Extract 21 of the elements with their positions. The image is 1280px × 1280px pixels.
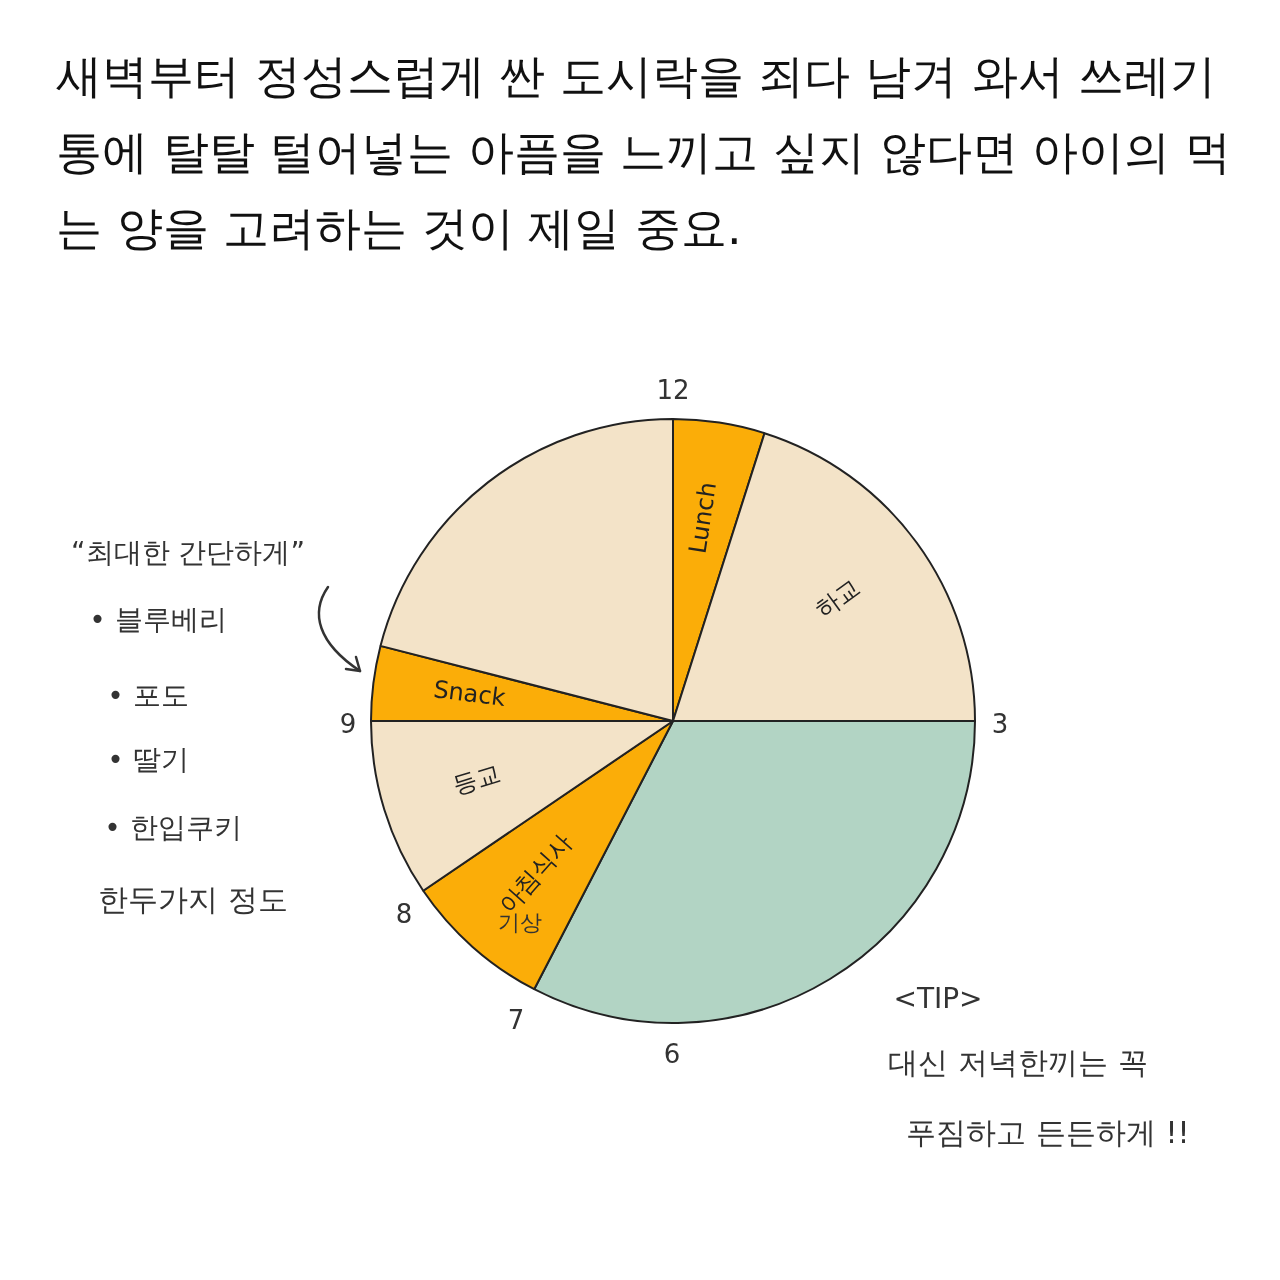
text: 8 bbox=[395, 899, 413, 929]
text: 한두가지 정도 bbox=[98, 880, 288, 919]
text: 7 bbox=[507, 1005, 525, 1035]
text: 대신 저녁한끼는 꼭 bbox=[888, 1043, 1148, 1082]
slice-label: 등교 bbox=[449, 759, 504, 801]
text: 기상 bbox=[498, 910, 542, 937]
text: • 포도 bbox=[107, 678, 189, 714]
text: 12 bbox=[656, 375, 690, 405]
text: “최대한 간단하게” bbox=[71, 535, 305, 571]
text: • 블루베리 bbox=[89, 602, 227, 638]
text: 3 bbox=[991, 709, 1009, 739]
slice-label: 하교 bbox=[810, 572, 866, 624]
slice-label: Lunch bbox=[683, 480, 723, 556]
text: 푸짐하고 든든하게 !! bbox=[906, 1113, 1190, 1152]
text: • 딸기 bbox=[107, 742, 189, 778]
text: • 한입쿠키 bbox=[104, 810, 242, 846]
slice-label: Snack bbox=[431, 675, 508, 712]
text: <TIP> bbox=[893, 981, 983, 1015]
text: 6 bbox=[663, 1039, 681, 1069]
text: 9 bbox=[339, 709, 357, 739]
chart-title: 새벽부터 정성스럽게 싼 도시락을 죄다 남겨 와서 쓰레기통에 탈탈 털어넣는 아픔을 느끼고 싶지 않다면 아이의 먹는 양을 고려하는 것이 제일 중요. bbox=[56, 48, 1232, 257]
